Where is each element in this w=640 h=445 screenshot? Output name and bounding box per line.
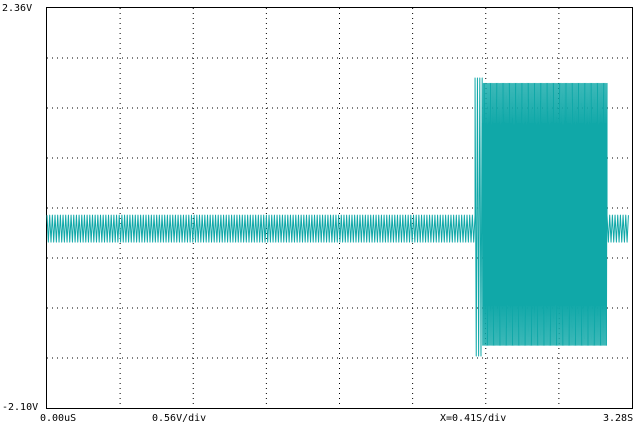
series-line [46, 77, 629, 357]
y-max-label: 2.36V [2, 3, 33, 14]
y-min-label: -2.10V [2, 402, 39, 413]
waveform-trace [46, 77, 629, 357]
plot-frame [46, 7, 633, 409]
x-start-label: 0.00uS [40, 413, 77, 424]
x-end-label: 3.28S [603, 413, 634, 424]
volts-per-div-label: 0.56V/div [152, 413, 207, 424]
time-per-div-label: X=0.41S/div [440, 413, 507, 424]
